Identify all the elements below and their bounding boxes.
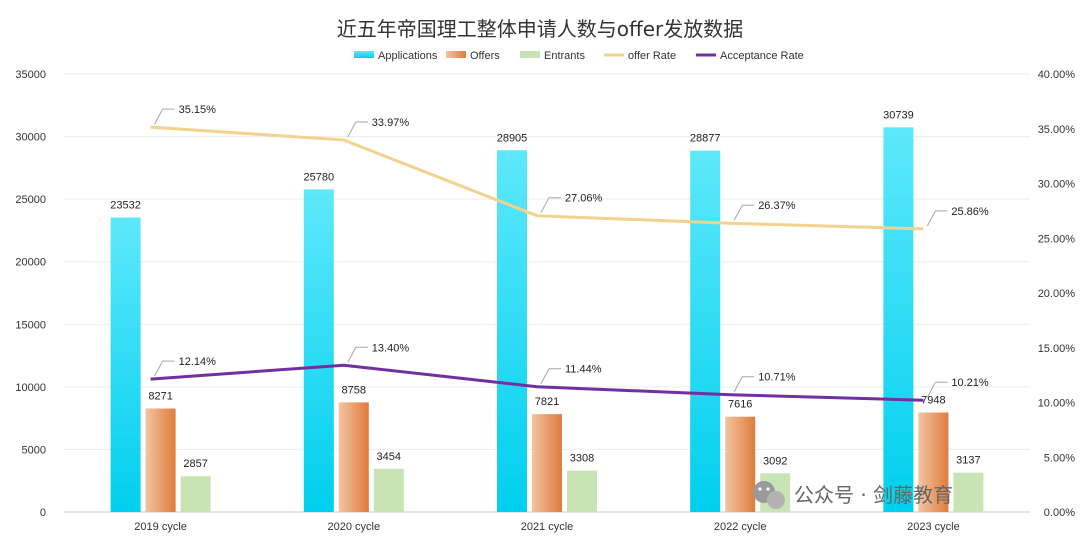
line-data-label: 27.06% <box>565 193 603 205</box>
line-series-group: 35.15% 33.97% 27.06% 26.37% 25.86% 12.14% 13.4… <box>150 104 989 402</box>
leader-line <box>926 210 948 227</box>
legend-swatch <box>446 51 466 58</box>
y-left-tick-label: 25000 <box>15 194 46 206</box>
x-axis: 2019 cycle 2020 cycle 2021 cycle 2022 cycle… <box>134 521 959 533</box>
bar-entrants <box>953 472 984 512</box>
y-left-tick-label: 15000 <box>15 319 46 331</box>
y-left-tick-label: 35000 <box>15 69 46 81</box>
leader-line <box>154 360 175 377</box>
legend: Applications Offers Entrants offer Rate Acce… <box>354 50 804 62</box>
line-data-label: 26.37% <box>758 200 796 212</box>
y-right-tick-label: 20.00% <box>1038 288 1076 300</box>
y-axis-right: 0.00% 5.00% 10.00% 15.00% 20.00% 25.00% 30.00%… <box>1038 69 1076 519</box>
bar-offers <box>532 414 562 512</box>
y-right-tick-label: 25.00% <box>1038 233 1076 245</box>
grid <box>64 73 1030 513</box>
bar-series-group: 23532 25780 28905 28877 30739 8271 8758 7821 761… <box>110 109 984 513</box>
legend-label: Acceptance Rate <box>720 50 804 62</box>
bar-offers <box>338 402 369 512</box>
bar-entrants <box>567 470 597 512</box>
bar-applications <box>110 217 141 512</box>
y-right-tick-label: 15.00% <box>1038 343 1076 355</box>
x-tick-label: 2020 cycle <box>328 521 381 533</box>
bar-data-label: 28905 <box>497 132 528 144</box>
legend-label: Offers <box>470 50 500 62</box>
y-left-tick-label: 20000 <box>15 257 46 269</box>
bar-entrants <box>373 468 404 512</box>
bar-data-label: 3308 <box>570 453 594 465</box>
line-data-label: 35.15% <box>179 104 217 116</box>
leader-line <box>540 368 561 384</box>
y-left-tick-label: 5000 <box>22 444 46 456</box>
leader-line <box>154 108 175 125</box>
bar-applications <box>883 127 914 513</box>
bar-offers <box>725 416 756 512</box>
legend-swatch <box>354 51 374 58</box>
bar-data-label: 7616 <box>728 399 752 411</box>
line-data-label: 25.86% <box>951 206 989 218</box>
legend-label: offer Rate <box>628 50 676 62</box>
y-right-tick-label: 30.00% <box>1038 179 1076 191</box>
wechat-icon <box>753 481 785 509</box>
bar-data-label: 3137 <box>956 455 980 467</box>
line-data-label: 12.14% <box>179 356 217 368</box>
bar-data-label: 8758 <box>342 384 366 396</box>
line-acceptance-rate <box>150 363 924 402</box>
bar-data-label: 28877 <box>690 133 721 145</box>
y-left-tick-label: 0 <box>40 507 46 519</box>
line-data-label: 10.71% <box>758 372 796 384</box>
leader-line <box>926 381 948 398</box>
x-tick-label: 2022 cycle <box>714 521 767 533</box>
leader-line <box>540 197 561 213</box>
y-right-tick-label: 35.00% <box>1038 124 1076 136</box>
bar-data-label: 23532 <box>110 200 141 212</box>
line-data-label: 33.97% <box>372 117 410 129</box>
leader-line <box>347 346 368 363</box>
x-tick-label: 2023 cycle <box>907 521 960 533</box>
bar-data-label: 2857 <box>183 458 207 470</box>
bar-data-label: 8271 <box>148 390 172 402</box>
bar-data-label: 25780 <box>304 171 335 183</box>
y-axis-left: 0 5000 10000 15000 20000 25000 30000 35000 <box>15 69 46 519</box>
watermark: 公众号 · 剑藤教育 <box>753 481 953 509</box>
bar-entrants <box>180 476 211 512</box>
x-tick-label: 2021 cycle <box>521 521 574 533</box>
bar-data-label: 3454 <box>377 451 401 463</box>
bar-offers <box>918 412 949 512</box>
y-right-tick-label: 5.00% <box>1044 452 1075 464</box>
bar-offers <box>145 408 176 512</box>
legend-label: Entrants <box>544 50 585 62</box>
y-left-tick-label: 30000 <box>15 132 46 144</box>
y-right-tick-label: 40.00% <box>1038 69 1076 81</box>
line-offer-rate <box>150 125 924 231</box>
bar-applications <box>303 189 334 512</box>
bar-data-label: 30739 <box>883 109 914 121</box>
leader-line <box>347 121 368 138</box>
x-tick-label: 2019 cycle <box>134 521 187 533</box>
y-right-tick-label: 10.00% <box>1038 398 1076 410</box>
leader-line <box>733 204 755 221</box>
chart-title: 近五年帝国理工整体申请人数与offer发放数据 <box>337 17 744 41</box>
line-data-label: 11.44% <box>565 364 602 376</box>
y-right-tick-label: 0.00% <box>1044 507 1075 519</box>
line-data-label: 10.21% <box>951 377 989 389</box>
bar-applications <box>690 150 721 512</box>
bar-data-label: 7821 <box>535 396 559 408</box>
legend-label: Applications <box>378 50 438 62</box>
bar-data-label: 7948 <box>921 395 945 407</box>
leader-line <box>733 376 755 392</box>
legend-swatch <box>520 51 540 58</box>
bar-data-label: 3092 <box>763 455 787 467</box>
y-left-tick-label: 10000 <box>15 382 46 394</box>
watermark-text: 公众号 · 剑藤教育 <box>794 483 953 507</box>
line-data-label: 13.40% <box>372 342 410 354</box>
